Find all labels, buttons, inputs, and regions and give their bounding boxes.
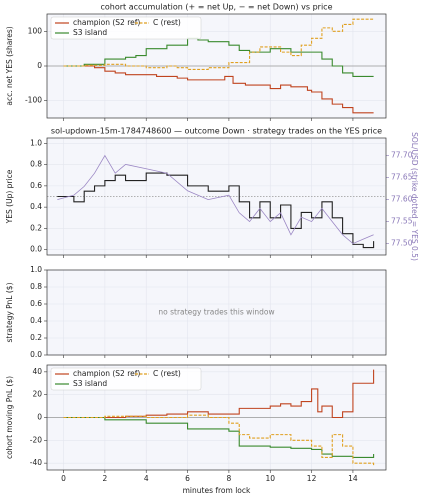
annotation: no strategy trades this window — [158, 308, 274, 317]
series-line — [63, 18, 374, 71]
y-tick-label: 0.6 — [30, 299, 42, 308]
y2-tick-label: 77.55 — [391, 217, 413, 226]
y-tick-label: -100 — [25, 96, 42, 105]
series-line — [63, 369, 375, 419]
y-tick-label: 40 — [32, 367, 42, 376]
plot-frame — [46, 13, 387, 119]
y-tick-label: 0.4 — [30, 202, 42, 211]
legend-label: champion (S2 ref) — [73, 18, 140, 27]
plot-frame — [46, 364, 387, 471]
y-axis-label: cohort moving PnL ($) — [5, 376, 14, 459]
legend-label: S3 island — [73, 379, 107, 388]
x-tick-label: 10 — [265, 474, 275, 483]
y-tick-label: 100 — [28, 26, 43, 35]
y-tick-label: 0 — [37, 61, 42, 70]
legend-label: C (rest) — [153, 369, 181, 378]
legend-box — [50, 16, 202, 40]
y-tick-label: 1.0 — [30, 138, 42, 147]
y-axis-label: YES (Up) price — [5, 169, 14, 224]
series-line — [63, 37, 374, 77]
series-line — [63, 65, 374, 114]
y2-tick-label: 77.60 — [391, 195, 413, 204]
y-axis-label: strategy PnL ($) — [5, 282, 14, 342]
legend-label: C (rest) — [153, 18, 181, 27]
y-tick-label: 1.0 — [30, 265, 42, 274]
y-tick-label: 0.8 — [30, 160, 42, 169]
series-line — [57, 154, 374, 245]
legend-label: S3 island — [73, 28, 107, 37]
y-tick-label: 0.2 — [30, 333, 42, 342]
series-line — [63, 414, 375, 466]
x-tick-label: 6 — [185, 474, 190, 483]
chart-title: cohort accumulation (+ = net Up, − = net… — [100, 3, 332, 12]
x-axis-label: minutes from lock — [183, 486, 251, 495]
series-line — [57, 172, 375, 249]
y-tick-label: -40 — [30, 458, 42, 467]
y2-axis-label: SOL/USD (strike dotted = YES 0.5) — [410, 132, 419, 261]
plot-frame — [46, 137, 387, 256]
plot-frame — [46, 269, 387, 356]
x-tick-label: 12 — [307, 474, 317, 483]
plot-area — [47, 270, 386, 355]
x-tick-label: 0 — [61, 474, 66, 483]
legend-box — [50, 367, 202, 391]
y-tick-label: 0.0 — [30, 245, 42, 254]
x-tick-label: 14 — [348, 474, 358, 483]
y-tick-label: -20 — [30, 435, 42, 444]
y-tick-label: 0.0 — [30, 350, 42, 359]
x-tick-label: 8 — [227, 474, 232, 483]
x-tick-label: 4 — [144, 474, 149, 483]
y-tick-label: 0.4 — [30, 316, 42, 325]
y-tick-label: 0.2 — [30, 223, 42, 232]
y-axis-label: acc. net YES (shares) — [5, 26, 14, 105]
legend-label: champion (S2 ref) — [73, 369, 140, 378]
y2-tick-label: 77.65 — [391, 173, 413, 182]
series-line — [63, 416, 375, 458]
y2-tick-label: 77.70 — [391, 151, 413, 160]
y-tick-label: 20 — [32, 390, 42, 399]
y-tick-label: 0.6 — [30, 181, 42, 190]
y2-tick-label: 77.50 — [391, 239, 413, 248]
chart-title: sol-updown-15m-1784748600 — outcome Down… — [51, 127, 382, 136]
y-tick-label: 0 — [37, 413, 42, 422]
x-tick-label: 2 — [102, 474, 107, 483]
y-tick-label: 0.8 — [30, 282, 42, 291]
